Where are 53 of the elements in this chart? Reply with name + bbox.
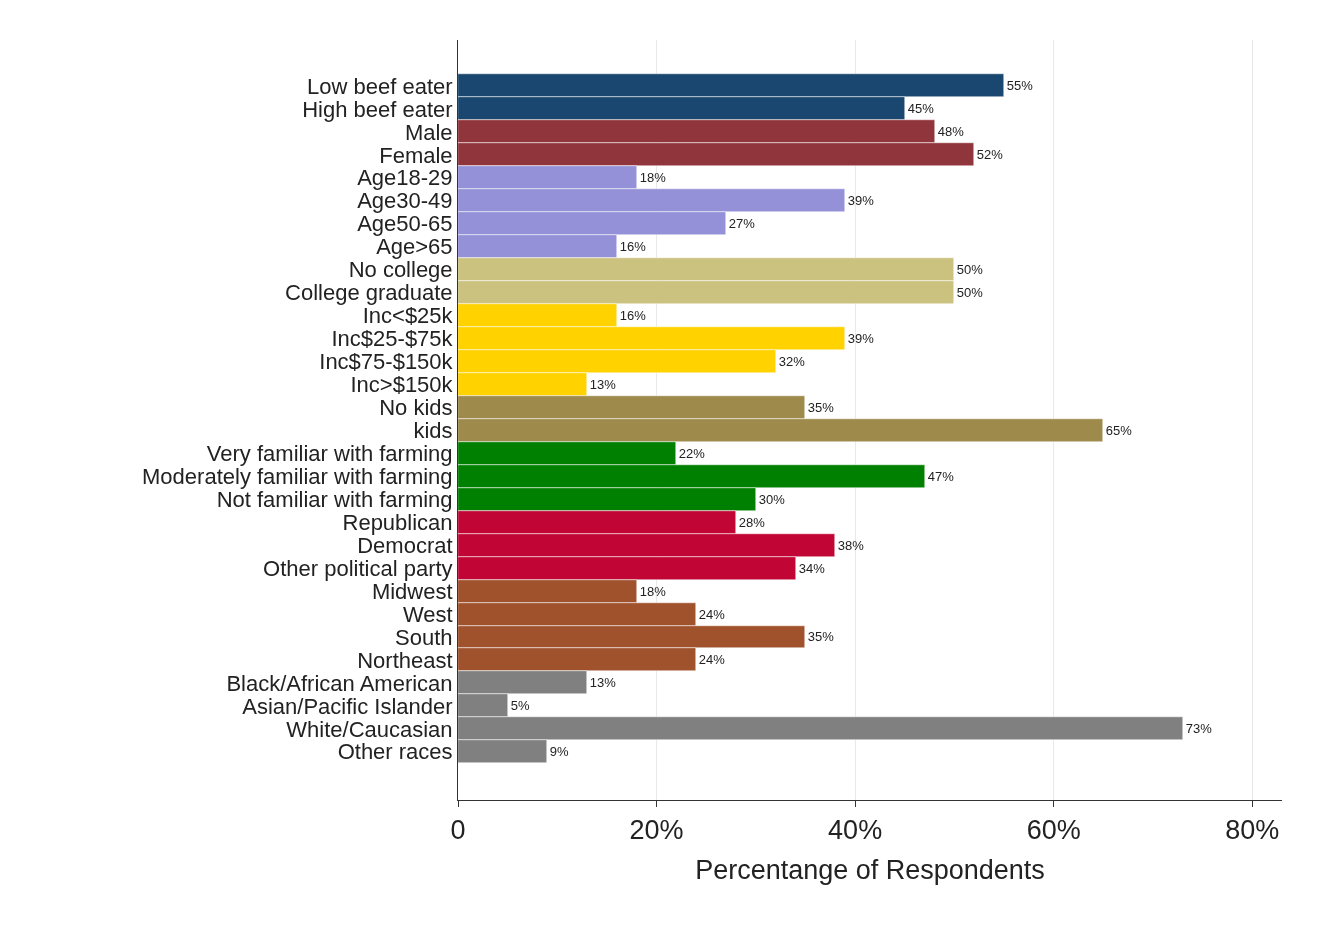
data-label: 35% <box>807 629 835 645</box>
data-label: 50% <box>956 261 984 277</box>
y-tick-label: Age18-29 <box>357 165 453 191</box>
x-tick-label: 20% <box>629 815 684 846</box>
x-tick-label: 80% <box>1225 815 1280 846</box>
data-label: 35% <box>807 399 835 415</box>
y-tick-label: Other races <box>337 739 453 765</box>
data-label: 65% <box>1105 422 1133 438</box>
x-tick-label: 0 <box>450 815 466 846</box>
data-label: 39% <box>847 192 875 208</box>
data-label: 5% <box>510 697 530 713</box>
data-label: 18% <box>639 583 667 599</box>
data-label: 16% <box>619 307 647 323</box>
y-tick-label: Male <box>404 119 453 145</box>
data-label: 9% <box>549 743 569 759</box>
y-tick-label: Asian/Pacific Islander <box>242 693 453 719</box>
data-label: 16% <box>619 238 647 254</box>
data-label: 30% <box>758 491 786 507</box>
data-label: 52% <box>976 146 1004 162</box>
x-tick-label: 60% <box>1026 815 1081 846</box>
data-label: 50% <box>956 284 984 300</box>
data-label: 24% <box>698 651 726 667</box>
y-tick-label: Female <box>379 142 453 168</box>
data-label: 48% <box>937 123 965 139</box>
data-label: 73% <box>1185 720 1213 736</box>
y-tick-label: No kids <box>379 395 453 421</box>
x-tick-label: 40% <box>828 815 883 846</box>
y-tick-label: High beef eater <box>302 96 453 122</box>
data-label: 28% <box>738 514 766 530</box>
y-tick-label: Inc$75-$150k <box>319 349 454 375</box>
data-label: 27% <box>728 215 756 231</box>
data-label: 24% <box>698 606 726 622</box>
y-tick-label: Inc>$150k <box>350 372 454 398</box>
data-label: 34% <box>798 560 826 576</box>
data-label: 22% <box>678 445 706 461</box>
data-label: 45% <box>907 100 935 116</box>
y-tick-label: White/Caucasian <box>286 716 453 742</box>
data-label: 47% <box>927 468 955 484</box>
data-label: 32% <box>778 353 806 369</box>
y-tick-label: Other political party <box>263 555 453 581</box>
y-tick-label: Low beef eater <box>307 73 453 99</box>
data-label: 18% <box>639 169 667 185</box>
y-tick-label: South <box>395 624 453 650</box>
y-tick-label: Inc$25-$75k <box>331 326 454 352</box>
y-tick-label: West <box>402 601 453 627</box>
y-tick-label: Black/African American <box>226 670 453 696</box>
data-label: 55% <box>1006 77 1034 93</box>
x-axis-title: Percentange of Respondents <box>695 854 1045 885</box>
y-tick-label: Northeast <box>357 647 453 673</box>
data-label: 13% <box>589 376 617 392</box>
data-label: 38% <box>837 537 865 553</box>
data-label: 13% <box>589 674 617 690</box>
data-label: 39% <box>847 330 875 346</box>
